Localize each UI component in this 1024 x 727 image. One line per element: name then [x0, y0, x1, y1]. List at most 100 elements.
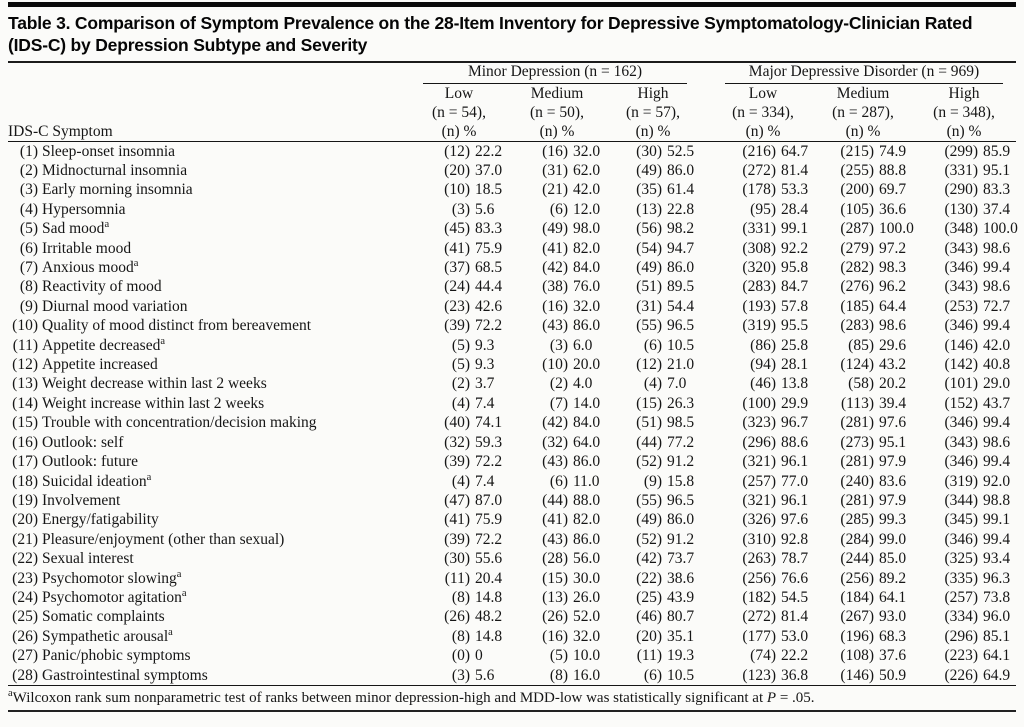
percent-value: 44.4 — [475, 278, 503, 296]
count-value: (272) — [742, 162, 776, 179]
data-cell: (7) 14.0 — [508, 394, 606, 413]
percent-value: 99.1 — [781, 220, 809, 238]
percent-value: 96.1 — [781, 453, 809, 471]
symptom-cell: (1) Sleep-onset insomnia — [8, 141, 410, 161]
percent-value: 96.7 — [781, 414, 809, 432]
data-cell: (346) 99.4 — [912, 452, 1016, 471]
table-row: (2) Midnocturnal insomnia (20) 37.0 (31) 62.0… — [8, 161, 1016, 180]
percent-value: 36.6 — [879, 200, 907, 218]
percent-value: 99.4 — [983, 317, 1011, 335]
data-cell: (31) 62.0 — [508, 161, 606, 180]
footnote-marker: a — [176, 568, 182, 580]
group-gap — [700, 607, 712, 626]
count-value: (343) — [944, 239, 979, 257]
percent-value: 100.0 — [983, 220, 1018, 238]
count-value: (296) — [742, 433, 776, 451]
data-cell: (283) 98.6 — [814, 316, 912, 335]
percent-value: 35.1 — [667, 627, 695, 645]
data-cell: (335) 96.3 — [912, 569, 1016, 588]
data-cell: (334) 96.0 — [912, 607, 1016, 626]
percent-value: 22.2 — [475, 142, 503, 160]
percent-value: 85.1 — [983, 627, 1011, 645]
count-value: (284) — [840, 530, 874, 548]
count-value: (49) — [636, 259, 662, 277]
percent-value: 7.0 — [667, 375, 687, 393]
percent-value: 52.0 — [573, 608, 601, 626]
group-gap — [700, 549, 712, 568]
data-cell: (321) 96.1 — [712, 491, 814, 510]
percent-value: 14.0 — [573, 394, 601, 412]
percent-value: 95.8 — [781, 259, 809, 277]
percent-value: 72.7 — [983, 297, 1011, 315]
percent-value: 99.3 — [879, 511, 907, 529]
percent-value: 64.4 — [879, 297, 907, 315]
symptom-name: Weight decrease within last 2 weeks — [42, 375, 267, 393]
data-cell: (20) 35.1 — [606, 627, 700, 646]
symptom-cell: (23) Psychomotor slowinga — [8, 569, 410, 588]
data-cell: (58) 20.2 — [814, 374, 912, 393]
percent-value: 97.6 — [781, 511, 809, 529]
percent-value: 57.8 — [781, 297, 809, 315]
count-value: (41) — [444, 239, 470, 257]
data-cell: (256) 76.6 — [712, 569, 814, 588]
percent-value: 83.3 — [475, 220, 503, 238]
group-gap — [700, 588, 712, 607]
group-header-major-depressive-disorder: Major Depressive Disorder (n = 969) — [712, 63, 1016, 84]
symptom-name: Appetite decreased — [42, 336, 161, 354]
column-n-label: (n = 57), — [626, 103, 680, 121]
table-footnote: aWilcoxon rank sum nonparametric test of… — [8, 684, 1016, 710]
footnote-text: Wilcoxon rank sum nonparametric test of … — [12, 689, 767, 706]
count-value: (4) — [643, 375, 662, 393]
data-cell: (38) 76.0 — [508, 277, 606, 296]
count-value: (51) — [636, 414, 662, 432]
percent-value: 95.5 — [781, 317, 809, 335]
data-cell: (32) 64.0 — [508, 433, 606, 452]
count-value: (41) — [444, 511, 470, 529]
count-value: (12) — [444, 142, 470, 160]
footnote-p-symbol: P — [766, 689, 777, 706]
group-gap — [700, 161, 712, 180]
row-number: (13) — [12, 375, 38, 393]
count-value: (5) — [451, 356, 470, 374]
symptom-cell: (15) Trouble with concentration/decision … — [8, 413, 410, 432]
column-header-mdd-high: High (n = 348), (n) % — [912, 83, 1017, 142]
data-cell: (46) 13.8 — [712, 374, 814, 393]
symptom-cell: (18) Suicidal ideationa — [8, 472, 410, 491]
percent-value: 72.2 — [475, 317, 503, 335]
row-number: (24) — [12, 588, 38, 606]
group-gap — [700, 627, 712, 646]
table-row: (5) Sad mooda (45) 83.3 (49) 98.0 (56) 98.2 (331… — [8, 219, 1018, 238]
symptom-name: Early morning insomnia — [42, 181, 193, 199]
row-header-label: IDS-C Symptom — [8, 62, 410, 142]
data-cell: (41) 75.9 — [410, 239, 508, 258]
percent-value: 52.5 — [667, 142, 695, 160]
data-cell: (283) 84.7 — [712, 277, 814, 296]
symptom-name: Sympathetic arousal — [42, 627, 169, 645]
percent-value: 95.1 — [983, 162, 1011, 179]
data-cell: (272) 81.4 — [712, 607, 814, 626]
percent-value: 76.0 — [573, 278, 601, 296]
percent-value: 15.8 — [667, 472, 695, 490]
percent-value: 86.0 — [667, 511, 695, 529]
count-value: (178) — [742, 181, 776, 199]
table-row: (15) Trouble with concentration/decision … — [8, 413, 1016, 432]
data-cell: (215) 74.9 — [814, 141, 912, 161]
percent-value: 56.0 — [573, 550, 601, 568]
data-cell: (226) 64.9 — [912, 666, 1016, 685]
data-cell: (41) 82.0 — [508, 239, 606, 258]
column-n-label: (n = 50), — [530, 103, 584, 121]
count-value: (11) — [444, 569, 470, 587]
count-value: (26) — [542, 608, 568, 626]
table-row: (17) Outlook: future (39) 72.2 (43) 86.0 (52) 9… — [8, 452, 1016, 471]
percent-value: 81.4 — [781, 162, 809, 179]
data-cell: (279) 97.2 — [814, 239, 912, 258]
count-value: (15) — [542, 569, 568, 587]
group-gap — [700, 200, 712, 219]
percent-value: 64.0 — [573, 433, 601, 451]
data-cell: (200) 69.7 — [814, 180, 912, 199]
column-header-minor-high: High (n = 57), (n) % — [606, 83, 700, 142]
count-value: (334) — [944, 608, 979, 626]
data-cell: (2) 3.7 — [410, 374, 508, 393]
data-cell: (8) 16.0 — [508, 666, 606, 685]
group-gap — [700, 491, 712, 510]
